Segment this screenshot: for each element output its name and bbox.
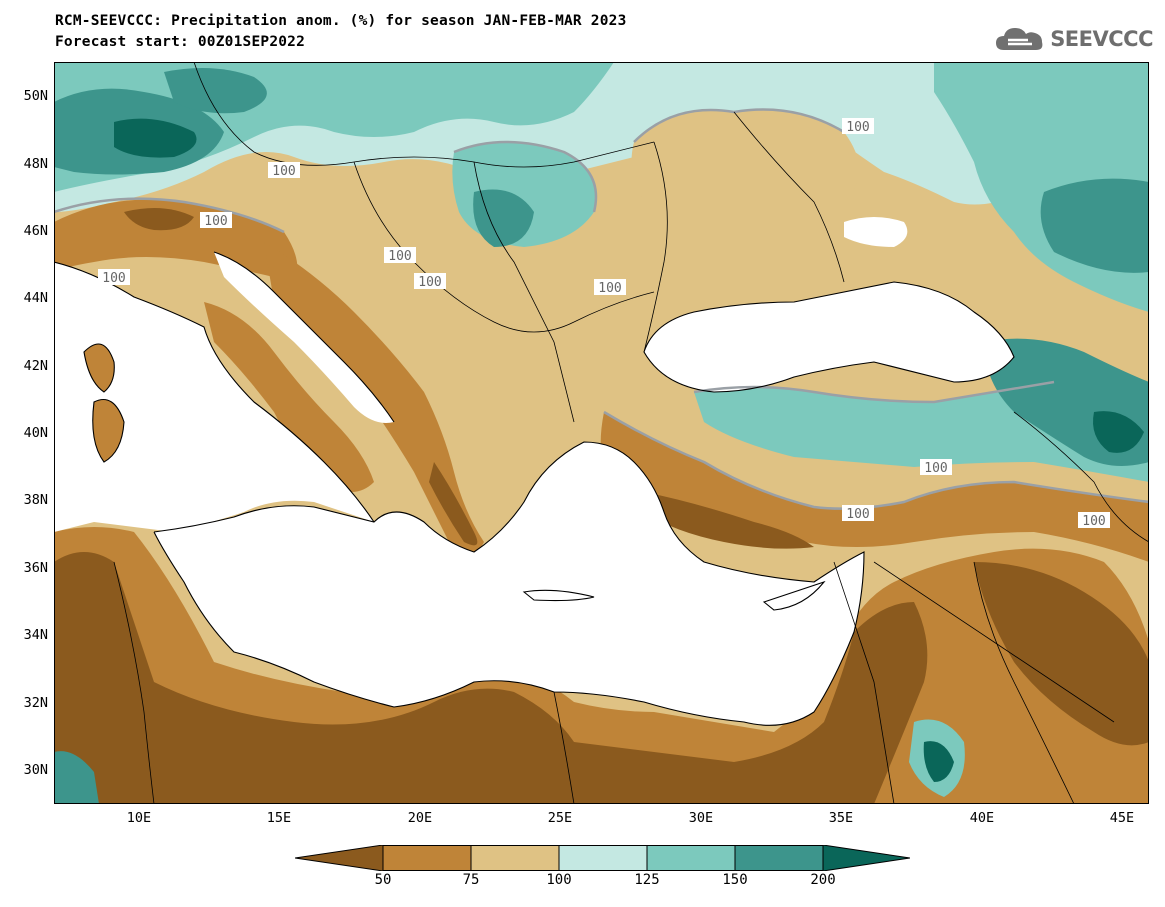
forecast-start: Forecast start: 00Z01SEP2022 bbox=[55, 34, 306, 50]
anatolia-very-dry bbox=[644, 492, 814, 549]
map-frame bbox=[54, 62, 1149, 804]
map-title: RCM-SEEVCCC: Precipitation anom. (%) for… bbox=[55, 13, 627, 29]
russia-very-wet bbox=[1040, 178, 1149, 273]
contour-label: 100 bbox=[102, 271, 125, 286]
lon-label: 30E bbox=[688, 810, 714, 826]
black-sea bbox=[644, 282, 1014, 392]
lat-label: 30N bbox=[23, 762, 48, 778]
czech-wet bbox=[164, 68, 267, 114]
colorbar bbox=[295, 845, 910, 871]
colorbar-label: 200 bbox=[810, 872, 836, 888]
lon-label: 10E bbox=[126, 810, 152, 826]
lat-label: 34N bbox=[23, 627, 48, 643]
lon-label: 20E bbox=[407, 810, 433, 826]
colorbar-swatch bbox=[822, 845, 910, 871]
lon-label: 15E bbox=[266, 810, 292, 826]
romania-very-wet bbox=[473, 189, 534, 247]
alps-very-dry bbox=[124, 208, 194, 231]
caucasus-wettest bbox=[1093, 411, 1144, 453]
contour-label: 100 bbox=[598, 281, 621, 296]
logo-text: SEEVCCC bbox=[1050, 27, 1153, 51]
ukraine-dry bbox=[631, 109, 859, 226]
germany-wettest bbox=[114, 118, 197, 158]
contour-label-group: 100 100 100 100 100 100 100 100 100 100 bbox=[98, 118, 1110, 529]
contour-label: 100 bbox=[418, 275, 441, 290]
contour-label: 100 bbox=[204, 214, 227, 229]
lat-label: 32N bbox=[23, 695, 48, 711]
north-africa-very-dry bbox=[54, 552, 928, 804]
arabia-very-dry bbox=[974, 562, 1149, 746]
colorbar-swatch bbox=[734, 845, 824, 871]
colorbar-label: 150 bbox=[722, 872, 748, 888]
lat-label: 46N bbox=[23, 223, 48, 239]
lon-label: 35E bbox=[828, 810, 854, 826]
contour-label: 100 bbox=[272, 164, 295, 179]
lon-label: 25E bbox=[547, 810, 573, 826]
lon-label: 40E bbox=[969, 810, 995, 826]
arabia-wettest-blob bbox=[923, 741, 954, 782]
colorbar-label: 125 bbox=[634, 872, 660, 888]
contour-label: 100 bbox=[1082, 514, 1105, 529]
contour-label: 100 bbox=[924, 461, 947, 476]
adriatic-sea bbox=[214, 252, 394, 423]
lat-label: 36N bbox=[23, 560, 48, 576]
colorbar-label: 75 bbox=[462, 872, 480, 888]
alps-dry-band bbox=[54, 199, 298, 282]
lat-label: 48N bbox=[23, 156, 48, 172]
greece-very-dry bbox=[429, 462, 478, 546]
libya-coast-wet bbox=[54, 751, 99, 804]
colorbar-swatch bbox=[646, 845, 736, 871]
lat-label: 50N bbox=[23, 88, 48, 104]
colorbar-swatch bbox=[382, 845, 472, 871]
contour-label: 100 bbox=[388, 249, 411, 264]
contour-label: 100 bbox=[846, 120, 869, 135]
eastern-mediterranean bbox=[154, 442, 864, 726]
colorbar-swatch bbox=[470, 845, 560, 871]
sea-of-azov bbox=[844, 217, 908, 247]
lat-label: 44N bbox=[23, 290, 48, 306]
italy-dry bbox=[204, 302, 374, 492]
precipitation-anomaly-map: 100 100 100 100 100 100 100 100 100 100 bbox=[54, 62, 1149, 804]
mediterranean-sea bbox=[54, 262, 374, 532]
cloud-icon bbox=[996, 28, 1043, 50]
lat-label: 40N bbox=[23, 425, 48, 441]
colorbar-swatch bbox=[295, 845, 384, 871]
country-borders bbox=[113, 62, 1149, 804]
seevccc-logo: SEEVCCC bbox=[994, 24, 1153, 54]
colorbar-label: 100 bbox=[546, 872, 572, 888]
coastlines bbox=[54, 251, 1015, 726]
colorbar-label: 50 bbox=[374, 872, 392, 888]
colorbar-swatch bbox=[558, 845, 648, 871]
lon-label: 45E bbox=[1109, 810, 1135, 826]
contour-label: 100 bbox=[846, 507, 869, 522]
lat-label: 42N bbox=[23, 358, 48, 374]
lat-label: 38N bbox=[23, 492, 48, 508]
